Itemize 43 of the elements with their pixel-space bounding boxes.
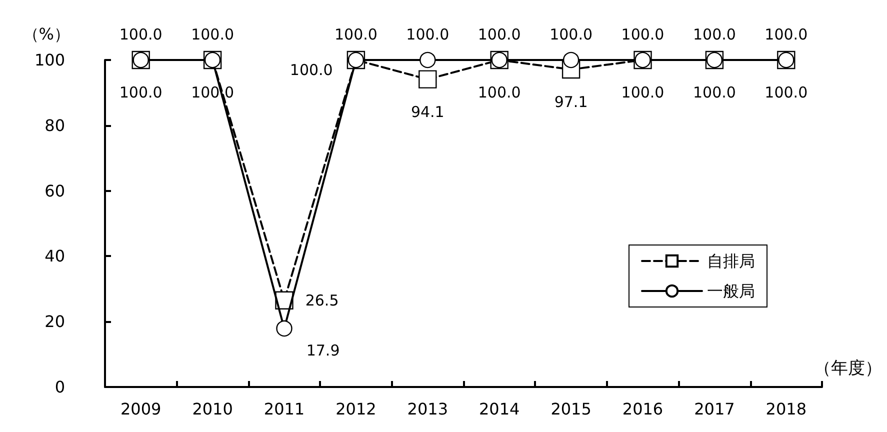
data-label: 100.0: [764, 84, 808, 102]
point: [276, 320, 292, 337]
y-tick-label: 80: [44, 116, 65, 135]
data-label: 100.0: [621, 25, 664, 44]
x-tick-label: 2011: [264, 400, 305, 418]
legend-label: 一般局: [707, 282, 755, 300]
y-tick-label: 60: [44, 181, 65, 200]
x-tick-label: 2016: [622, 400, 664, 418]
data-label: 100.0: [119, 25, 162, 44]
data-label: 100.0: [334, 25, 378, 44]
point: [418, 70, 437, 88]
point: [562, 52, 580, 68]
point: [420, 52, 436, 68]
data-label: 100.0: [550, 25, 593, 44]
data-label: 17.9: [306, 341, 340, 360]
data-label: 100.0: [406, 25, 450, 44]
x-tick-label: 2013: [407, 400, 448, 418]
data-label: 94.1: [410, 102, 444, 121]
x-tick-label: 2018: [766, 400, 807, 418]
x-tick-label: 2010: [192, 400, 233, 418]
data-label: 100.0: [290, 61, 333, 79]
data-label: 100.0: [478, 84, 521, 102]
legend-label: 自排局: [707, 252, 755, 270]
data-label: 26.5: [305, 291, 339, 310]
y-tick-label: 40: [44, 246, 65, 266]
y-tick-label: 0: [54, 378, 65, 396]
data-label: 100.0: [764, 25, 808, 44]
y-tick-label: 20: [44, 312, 65, 332]
x-tick-label: 2009: [120, 400, 162, 418]
x-tick-label: 2014: [478, 400, 520, 418]
data-label: 97.1: [554, 93, 588, 112]
data-label: 100.0: [692, 25, 736, 44]
data-label: 100.0: [621, 84, 664, 102]
data-label: 100.0: [692, 84, 736, 102]
x-axis-title: （年度）: [814, 358, 882, 378]
x-tick-label: 2012: [336, 400, 376, 418]
data-label: 100.0: [191, 25, 234, 44]
x-tick-label: 2017: [694, 400, 735, 418]
x-tick-label: 2015: [550, 400, 592, 418]
y-axis-title: （%）: [22, 24, 70, 44]
data-label: 100.0: [478, 25, 521, 44]
data-label: 100.0: [119, 84, 162, 102]
y-tick-label: 100: [34, 50, 65, 70]
